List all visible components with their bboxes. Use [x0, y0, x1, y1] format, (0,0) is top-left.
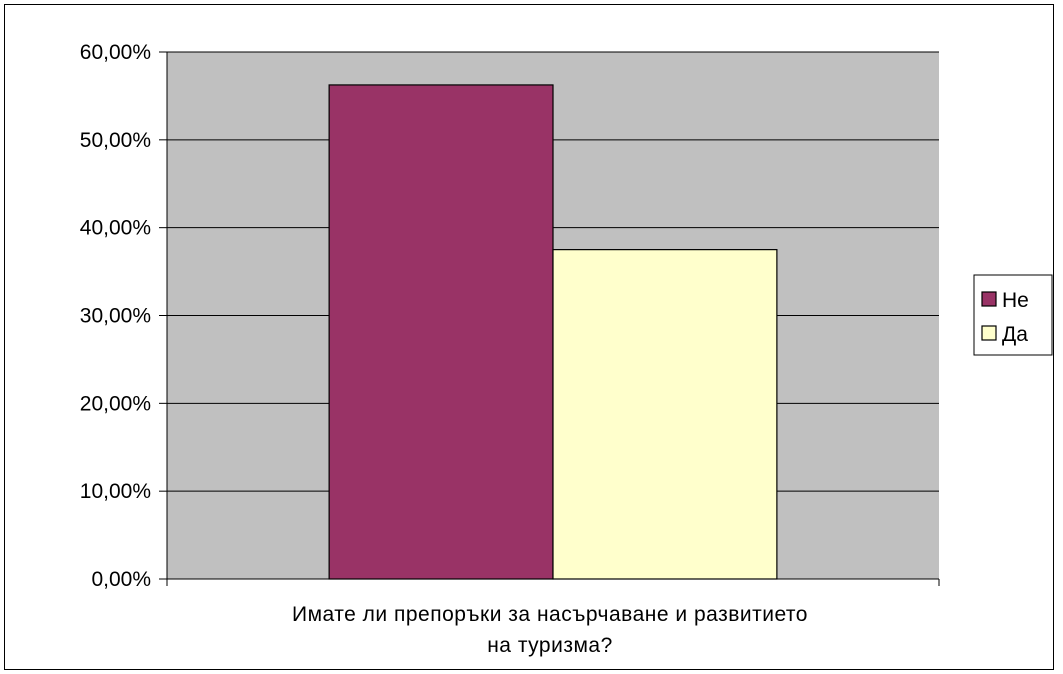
category-label: Имате ли препоръки за насърчаване и разв… — [292, 603, 808, 657]
chart-frame: 0,00% 10,00% 20,00% 30,00% 40,00% 50,00% 60,00… — [4, 4, 1054, 670]
bar-chart: 0,00% 10,00% 20,00% 30,00% 40,00% 50,00% 60,00… — [80, 41, 1053, 657]
bar-ne — [328, 84, 554, 580]
y-tick-label: 40,00% — [80, 217, 151, 240]
y-tick-label: 60,00% — [80, 41, 151, 64]
category-label-line: на туризма? — [487, 634, 613, 657]
bars — [328, 84, 778, 580]
y-tick-label: 0,00% — [91, 568, 151, 591]
legend-swatch — [981, 325, 997, 341]
axes — [159, 51, 940, 586]
y-tick-label: 20,00% — [80, 392, 151, 415]
bar-da — [552, 249, 778, 580]
y-tick-label: 50,00% — [80, 129, 151, 152]
category-label-line: Имате ли препоръки за насърчаване и разв… — [292, 603, 808, 626]
legend-label: Да — [1002, 323, 1028, 346]
y-tick-labels: 0,00% 10,00% 20,00% 30,00% 40,00% 50,00% 60,00… — [80, 41, 151, 591]
y-tick-label: 10,00% — [80, 480, 151, 503]
legend-label: Не — [1002, 289, 1029, 312]
legend: Не Да — [973, 274, 1053, 356]
legend-swatch — [981, 291, 997, 307]
y-tick-label: 30,00% — [80, 305, 151, 328]
legend-box — [973, 274, 1053, 356]
